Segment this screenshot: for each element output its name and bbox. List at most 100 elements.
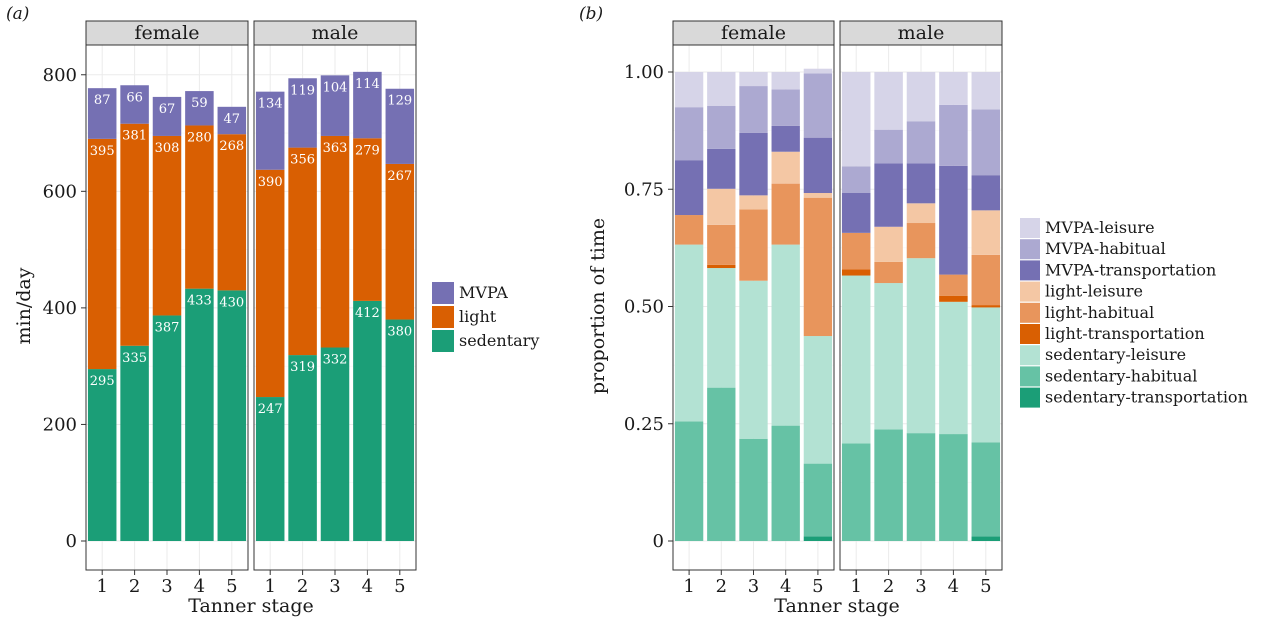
bar-segment-sedentary-leisure [906,258,936,434]
bar-segment-MVPA-leisure [771,72,800,90]
bar-segment-MVPA-leisure [707,72,736,106]
x-tick-label: 3 [915,576,926,597]
bar-segment-MVPA-habitual [771,89,800,126]
bar-segment-light-leisure [906,203,936,224]
legend-label: light-leisure [1045,282,1143,301]
bar-segment-MVPA [288,78,317,148]
y-tick-label: 0.50 [624,297,664,318]
bar-segment-MVPA-transportation [707,148,736,189]
bar-segment-MVPA [87,88,117,139]
bar-segment-sedentary [385,319,415,541]
legend-label: light-habitual [1045,303,1154,322]
legend-label: light [459,307,497,326]
bar-segment-MVPA-leisure [674,72,704,108]
legend-key-sedentary-habitual [1020,366,1040,387]
bar-segment-sedentary-leisure [939,301,968,435]
bar-segment-MVPA-leisure [939,72,968,105]
legend-label: sedentary-transportation [1045,388,1248,407]
bar-segment-sedentary [288,355,317,541]
data-label: 268 [219,139,244,154]
bar-segment-MVPA-habitual [674,107,704,161]
bar-segment-sedentary-habitual [739,438,768,541]
bar-segment-sedentary-leisure [674,244,704,422]
bar-segment-sedentary [120,345,149,541]
data-label: 47 [224,112,241,127]
bar-segment-MVPA-habitual [803,73,833,138]
bar-segment-light-leisure [874,226,903,262]
legend-key-sedentary [432,330,454,352]
x-tick-label: 3 [329,576,340,597]
legend-key-MVPA-leisure [1020,218,1040,238]
data-label: 67 [159,102,176,117]
bar-segment-MVPA-habitual [874,129,903,164]
bar-segment-sedentary [185,288,214,541]
facet-female: female 1 2 3 4 5 [672,20,835,597]
bar-segment-MVPA-habitual [939,104,968,166]
x-tick-label: 5 [812,576,823,597]
bar-segment-light-habitual [841,232,871,270]
data-label: 430 [219,295,244,310]
data-label: 104 [323,80,348,95]
bar-segment-MVPA [353,71,382,139]
panel-a-chart: (a)female2953958733538166387308674332805… [6,4,539,617]
facet-female: female2953958733538166387308674332805943… [85,20,249,597]
legend-label: sedentary-habitual [1045,366,1197,385]
legend-key-sedentary-transportation [1020,387,1040,408]
bar-segment-sedentary-habitual [939,434,968,541]
x-tick-label: 1 [96,576,107,597]
bar-segment-light [152,135,182,316]
legend-key-light-leisure [1020,281,1040,302]
data-label: 381 [122,129,147,144]
data-label: 279 [355,143,380,158]
x-axis-title: Tanner stage [188,595,314,617]
bar-segment-light [385,163,415,320]
bar-segment-sedentary-habitual [674,421,704,541]
panel-tag: (b) [579,4,603,24]
bar-segment-light-transportation [939,295,968,302]
bar-segment-MVPA-transportation [674,160,704,216]
data-label: 87 [94,93,111,108]
bar-segment-sedentary-transportation [971,536,1001,541]
data-label: 433 [187,294,212,309]
bar-segment-sedentary [152,315,182,541]
bar-segment-MVPA-transportation [939,165,968,275]
facet-strip [839,20,1003,46]
bar-segment-MVPA [152,96,182,136]
data-label: 356 [290,153,315,168]
bar-segment-sedentary-leisure [971,307,1001,443]
facet-strip [253,20,417,46]
y-tick-label: 0 [66,531,77,552]
legend-label: MVPA-habitual [1045,239,1166,258]
bar-segment-light-transportation [707,264,736,269]
bar-segment-sedentary-habitual [707,387,736,541]
data-label: 114 [355,77,380,92]
legend-key-MVPA-transportation [1020,260,1040,281]
bar-segment-sedentary [217,290,247,541]
data-label: 390 [258,175,283,190]
bar-segment-MVPA [185,91,214,126]
bar-segment-light-habitual [739,209,768,281]
y-axis-title: min/day [13,267,35,344]
data-label: 247 [258,402,283,417]
bar-segment-MVPA-habitual [971,109,1001,176]
legend-label: light-transportation [1045,324,1205,343]
legend: MVPA-leisure MVPA-habitual MVPA-transporta… [1020,218,1248,408]
facet-strip-label: female [135,22,200,44]
y-tick-label: 0.75 [624,179,664,200]
y-tick-label: 200 [43,414,77,435]
bar-segment-MVPA-habitual [707,105,736,149]
panel-tag: (a) [6,4,29,24]
bar-segment-light-leisure [707,188,736,225]
bar-segment-sedentary-leisure [803,336,833,464]
bar-segment-MVPA-transportation [874,163,903,227]
bar-segment-light-habitual [803,197,833,337]
y-tick-label: 0 [653,531,664,552]
bar-segment-MVPA-transportation [906,163,936,204]
bar-segment-MVPA-leisure [971,72,1001,110]
bar-segment-light-habitual [674,215,704,245]
bar-segment-sedentary-leisure [874,283,903,430]
facet-strip [85,20,249,46]
x-tick-label: 2 [297,576,308,597]
legend-key-light-habitual [1020,302,1040,323]
